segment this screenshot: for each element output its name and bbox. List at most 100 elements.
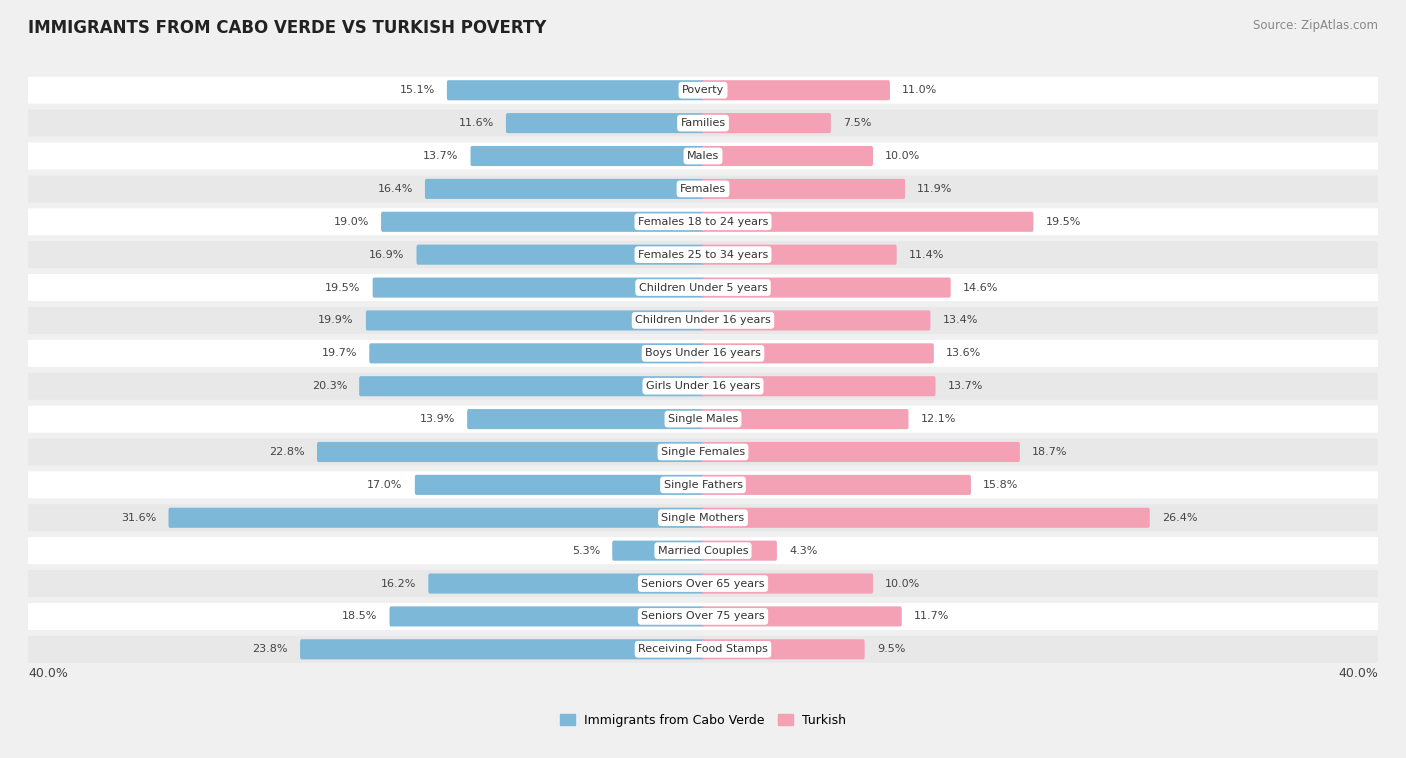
FancyBboxPatch shape: [702, 245, 897, 265]
FancyBboxPatch shape: [702, 540, 778, 561]
FancyBboxPatch shape: [11, 175, 1395, 202]
Text: 5.3%: 5.3%: [572, 546, 600, 556]
Text: 23.8%: 23.8%: [253, 644, 288, 654]
FancyBboxPatch shape: [702, 376, 935, 396]
Text: Seniors Over 75 years: Seniors Over 75 years: [641, 612, 765, 622]
FancyBboxPatch shape: [11, 504, 1395, 531]
Text: 26.4%: 26.4%: [1161, 512, 1198, 523]
Text: 13.7%: 13.7%: [948, 381, 983, 391]
FancyBboxPatch shape: [359, 376, 704, 396]
Text: Children Under 5 years: Children Under 5 years: [638, 283, 768, 293]
FancyBboxPatch shape: [447, 80, 704, 100]
Text: Children Under 16 years: Children Under 16 years: [636, 315, 770, 325]
Text: 19.0%: 19.0%: [333, 217, 368, 227]
Text: 16.2%: 16.2%: [381, 578, 416, 588]
Text: Females: Females: [681, 184, 725, 194]
FancyBboxPatch shape: [11, 241, 1395, 268]
FancyBboxPatch shape: [11, 439, 1395, 465]
Text: Females 18 to 24 years: Females 18 to 24 years: [638, 217, 768, 227]
FancyBboxPatch shape: [11, 143, 1395, 170]
FancyBboxPatch shape: [702, 113, 831, 133]
Text: 7.5%: 7.5%: [844, 118, 872, 128]
Text: 13.9%: 13.9%: [419, 414, 456, 424]
Text: Seniors Over 65 years: Seniors Over 65 years: [641, 578, 765, 588]
FancyBboxPatch shape: [702, 508, 1150, 528]
FancyBboxPatch shape: [702, 475, 972, 495]
FancyBboxPatch shape: [370, 343, 704, 363]
Text: 22.8%: 22.8%: [269, 447, 305, 457]
FancyBboxPatch shape: [702, 409, 908, 429]
Text: 11.6%: 11.6%: [458, 118, 494, 128]
Text: 11.4%: 11.4%: [908, 249, 945, 260]
FancyBboxPatch shape: [702, 343, 934, 363]
Text: 17.0%: 17.0%: [367, 480, 402, 490]
Text: 13.6%: 13.6%: [946, 349, 981, 359]
Text: 4.3%: 4.3%: [789, 546, 817, 556]
FancyBboxPatch shape: [702, 146, 873, 166]
FancyBboxPatch shape: [702, 606, 901, 626]
FancyBboxPatch shape: [11, 77, 1395, 104]
Text: 19.7%: 19.7%: [322, 349, 357, 359]
Text: Source: ZipAtlas.com: Source: ZipAtlas.com: [1253, 19, 1378, 32]
Text: 15.1%: 15.1%: [399, 85, 434, 96]
FancyBboxPatch shape: [366, 310, 704, 330]
FancyBboxPatch shape: [702, 179, 905, 199]
FancyBboxPatch shape: [11, 636, 1395, 662]
Text: 9.5%: 9.5%: [877, 644, 905, 654]
Text: IMMIGRANTS FROM CABO VERDE VS TURKISH POVERTY: IMMIGRANTS FROM CABO VERDE VS TURKISH PO…: [28, 19, 547, 37]
Text: Receiving Food Stamps: Receiving Food Stamps: [638, 644, 768, 654]
Text: 11.0%: 11.0%: [903, 85, 938, 96]
Text: 16.4%: 16.4%: [377, 184, 413, 194]
FancyBboxPatch shape: [467, 409, 704, 429]
Text: 40.0%: 40.0%: [1339, 668, 1378, 681]
FancyBboxPatch shape: [381, 211, 704, 232]
Text: Single Males: Single Males: [668, 414, 738, 424]
Text: 10.0%: 10.0%: [886, 151, 921, 161]
Text: 10.0%: 10.0%: [886, 578, 921, 588]
Text: 13.7%: 13.7%: [423, 151, 458, 161]
FancyBboxPatch shape: [471, 146, 704, 166]
Text: Families: Families: [681, 118, 725, 128]
Text: Married Couples: Married Couples: [658, 546, 748, 556]
Text: Females 25 to 34 years: Females 25 to 34 years: [638, 249, 768, 260]
Text: 14.6%: 14.6%: [963, 283, 998, 293]
Text: 12.1%: 12.1%: [921, 414, 956, 424]
FancyBboxPatch shape: [506, 113, 704, 133]
FancyBboxPatch shape: [702, 639, 865, 659]
Legend: Immigrants from Cabo Verde, Turkish: Immigrants from Cabo Verde, Turkish: [554, 709, 852, 732]
Text: 19.5%: 19.5%: [325, 283, 360, 293]
FancyBboxPatch shape: [11, 603, 1395, 630]
FancyBboxPatch shape: [169, 508, 704, 528]
FancyBboxPatch shape: [702, 442, 1019, 462]
FancyBboxPatch shape: [702, 277, 950, 298]
FancyBboxPatch shape: [11, 471, 1395, 498]
Text: Single Females: Single Females: [661, 447, 745, 457]
Text: 11.9%: 11.9%: [917, 184, 953, 194]
FancyBboxPatch shape: [702, 80, 890, 100]
FancyBboxPatch shape: [316, 442, 704, 462]
Text: 20.3%: 20.3%: [312, 381, 347, 391]
FancyBboxPatch shape: [389, 606, 704, 626]
FancyBboxPatch shape: [11, 373, 1395, 399]
Text: Boys Under 16 years: Boys Under 16 years: [645, 349, 761, 359]
FancyBboxPatch shape: [702, 574, 873, 594]
FancyBboxPatch shape: [425, 179, 704, 199]
FancyBboxPatch shape: [612, 540, 704, 561]
FancyBboxPatch shape: [11, 340, 1395, 367]
FancyBboxPatch shape: [11, 406, 1395, 433]
FancyBboxPatch shape: [11, 110, 1395, 136]
Text: 15.8%: 15.8%: [983, 480, 1018, 490]
Text: 31.6%: 31.6%: [121, 512, 156, 523]
FancyBboxPatch shape: [416, 245, 704, 265]
FancyBboxPatch shape: [373, 277, 704, 298]
Text: 13.4%: 13.4%: [942, 315, 979, 325]
FancyBboxPatch shape: [11, 537, 1395, 564]
Text: 16.9%: 16.9%: [368, 249, 405, 260]
FancyBboxPatch shape: [702, 310, 931, 330]
Text: Girls Under 16 years: Girls Under 16 years: [645, 381, 761, 391]
Text: Males: Males: [688, 151, 718, 161]
FancyBboxPatch shape: [11, 208, 1395, 235]
Text: 19.9%: 19.9%: [318, 315, 354, 325]
Text: 11.7%: 11.7%: [914, 612, 949, 622]
FancyBboxPatch shape: [299, 639, 704, 659]
